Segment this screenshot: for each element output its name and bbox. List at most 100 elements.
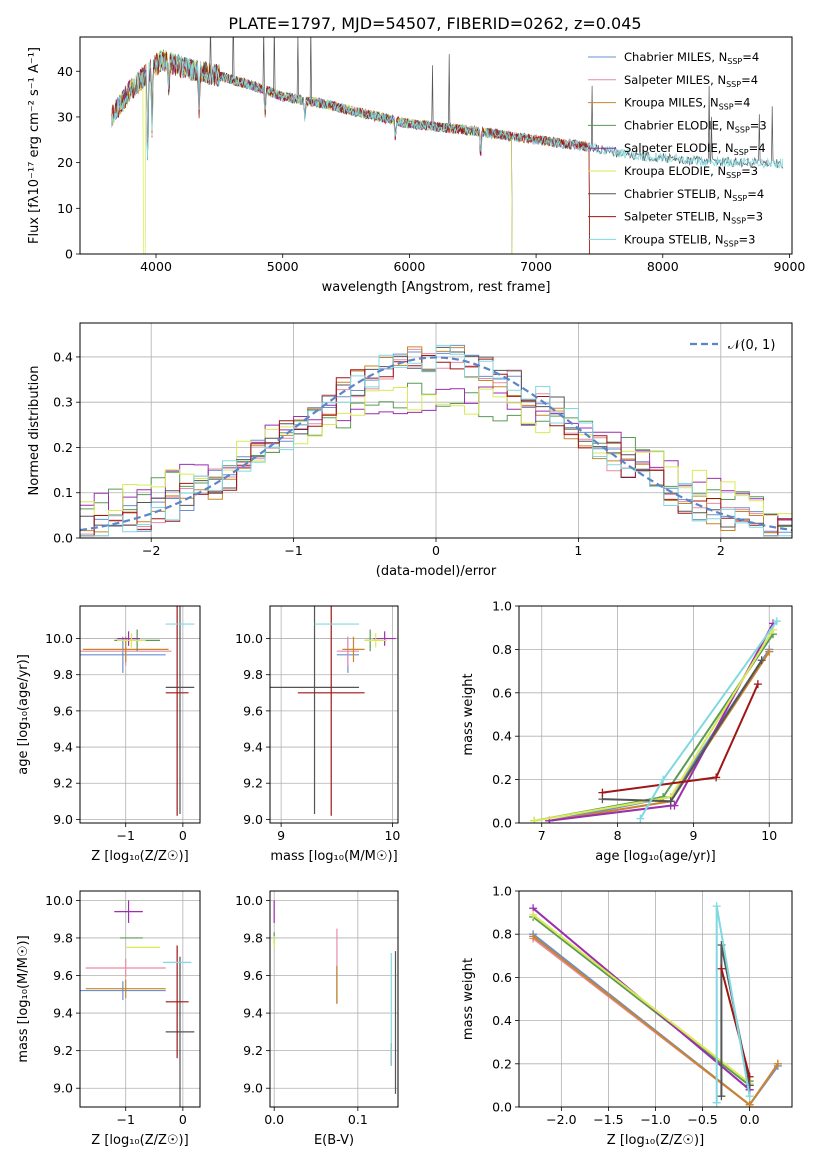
- legend-n-value: =4: [742, 50, 759, 64]
- y-tick-label: 9.4: [243, 1006, 263, 1021]
- weight-line-kroupa_elodie: [532, 914, 751, 1084]
- weight-marker-kroupa_miles: [773, 1059, 782, 1068]
- panel-weight-vs-age: 7 8 9 10 0.0 0.2 0.4 0.6 0.8 1.0 age [log₁₀(age/yr…: [461, 599, 793, 864]
- y-tick-label: 0.6: [492, 970, 512, 985]
- legend-label-chabrier_stelib: Chabrier STELIB, NSSP=4: [624, 187, 764, 203]
- legend-name: Salpeter MILES: [624, 73, 710, 87]
- legend-label-chabrier_miles: Chabrier MILES, NSSP=4: [624, 50, 759, 66]
- legend-n-prefix: , N: [715, 210, 731, 224]
- weight-marker-chabrier_stelib: [757, 656, 766, 665]
- legend-name: Kroupa ELODIE: [624, 164, 710, 178]
- figure-title: PLATE=1797, MJD=54507, FIBERID=0262, z=0…: [228, 14, 641, 33]
- y-tick-label: 10.0: [235, 631, 263, 646]
- panel-weight-vs-z: −2.0 −1.5 −1.0 −0.5 0.0 0.0 0.2 0.4 0.6 0.8 1.0 Z […: [461, 884, 793, 1148]
- y-tick-label: 0.0: [53, 531, 73, 546]
- legend-n-value: =4: [749, 141, 766, 155]
- legend-label-chabrier_elodie: Chabrier ELODIE, NSSP=3: [624, 118, 767, 134]
- x-tick-label: −1: [116, 828, 134, 843]
- gaussian-legend-label: 𝒩(0, 1): [728, 338, 775, 353]
- panel-mass-vs-ebv: 0.0 0.1 9.0 9.2 9.4 9.6 9.8 10.0 E(B-V): [235, 890, 399, 1148]
- y-tick-label: 9.8: [53, 930, 73, 945]
- y-tick-label: 0.2: [53, 440, 73, 455]
- y-tick-label: 9.8: [243, 667, 263, 682]
- legend-label-salpeter_stelib: Salpeter STELIB, NSSP=3: [624, 210, 763, 226]
- y-tick-label: 9.4: [243, 740, 263, 755]
- legend-n-sub: SSP: [724, 239, 739, 248]
- axes-frame: [79, 36, 793, 255]
- x-tick-label: 9000: [774, 259, 806, 274]
- axes-frame: [269, 890, 399, 1108]
- x-tick-label: −1: [116, 1112, 134, 1127]
- y-tick-label: 0.8: [492, 927, 512, 942]
- y-tick-label: 9.0: [243, 812, 263, 827]
- y-tick-label: 0.0: [492, 816, 512, 831]
- plot-area: [111, 37, 784, 254]
- x-axis-label: (data-model)/error: [376, 564, 497, 579]
- y-tick-label: 9.6: [243, 703, 263, 718]
- x-axis-label: age [log₁₀(age/yr)]: [595, 849, 716, 864]
- weight-marker-kroupa_stelib: [712, 902, 721, 911]
- legend-n-value: =3: [746, 210, 763, 224]
- legend-n-value: =3: [739, 232, 756, 246]
- x-tick-label: 0.0: [264, 1112, 284, 1127]
- x-tick-label: −1.5: [593, 1112, 623, 1127]
- legend-n-sub: SSP: [731, 217, 746, 226]
- plot-area: [80, 344, 792, 537]
- y-tick-label: 20: [57, 155, 73, 170]
- weight-line-salpeter_stelib: [720, 968, 751, 1078]
- legend-n-value: =3: [750, 118, 767, 132]
- legend-n-prefix: , N: [719, 118, 735, 132]
- y-tick-label: 1.0: [492, 884, 512, 899]
- x-tick-label: 0.1: [348, 1112, 368, 1127]
- x-tick-label: 0.0: [740, 1112, 760, 1127]
- y-tick-label: 0.3: [53, 395, 73, 410]
- x-tick-label: 5000: [267, 259, 299, 274]
- y-tick-label: 9.6: [53, 703, 73, 718]
- legend-label-kroupa_stelib: Kroupa STELIB, NSSP=3: [624, 232, 755, 248]
- y-tick-label: 0.6: [492, 685, 512, 700]
- x-tick-label: −1.0: [640, 1112, 670, 1127]
- x-tick-label: −2: [142, 543, 160, 558]
- weight-line-chabrier_miles: [549, 648, 771, 822]
- x-tick-label: −0.5: [687, 1112, 717, 1127]
- x-axis-label: mass [log₁₀(M/M☉)]: [270, 849, 397, 864]
- legend-n-sub: SSP: [727, 57, 742, 66]
- axes-frame: [518, 605, 793, 824]
- weight-marker-kroupa_stelib: [659, 775, 668, 784]
- weight-marker-kroupa_stelib: [772, 617, 781, 626]
- legend-n-prefix: , N: [711, 50, 727, 64]
- legend-label-salpeter_miles: Salpeter MILES, NSSP=4: [624, 73, 758, 89]
- legend-n-value: =4: [741, 73, 758, 87]
- y-tick-label: 9.6: [53, 968, 73, 983]
- legend-name: Salpeter STELIB: [624, 210, 715, 224]
- x-tick-label: 0: [179, 828, 187, 843]
- y-tick-label: 0.2: [492, 1056, 512, 1071]
- weight-marker-kroupa_stelib: [745, 1092, 754, 1101]
- legend-n-value: =4: [747, 187, 764, 201]
- x-axis-label: E(B-V): [314, 1133, 354, 1148]
- y-tick-label: 10.0: [45, 893, 73, 908]
- y-tick-label: 0: [65, 247, 73, 262]
- spectrum-line-kroupa_stelib: [111, 50, 784, 169]
- y-tick-label: 9.2: [53, 776, 73, 791]
- weight-marker-chabrier_stelib: [717, 1092, 726, 1101]
- legend-name: Kroupa STELIB: [624, 232, 708, 246]
- plot-area: [529, 902, 782, 1107]
- y-tick-label: 9.2: [243, 776, 263, 791]
- panel-spectrum: 4000 5000 6000 7000 8000 9000 0 10 20 30 40 wavelen…: [27, 36, 806, 295]
- y-tick-label: 9.2: [53, 1043, 73, 1058]
- plot-area: [273, 900, 397, 1094]
- weight-marker-salpeter_stelib: [717, 964, 726, 973]
- weight-marker-kroupa_miles: [765, 647, 774, 656]
- axes-frame: [269, 605, 399, 824]
- y-tick-label: 9.4: [53, 740, 73, 755]
- plot-area: [530, 617, 781, 823]
- y-tick-label: 0.0: [492, 1100, 512, 1115]
- x-tick-label: 9: [277, 828, 285, 843]
- legend-name: Chabrier ELODIE: [624, 118, 719, 132]
- weight-marker-kroupa_miles: [529, 932, 538, 941]
- y-tick-label: 9.4: [53, 1006, 73, 1021]
- legend-n-sub: SSP: [719, 103, 734, 112]
